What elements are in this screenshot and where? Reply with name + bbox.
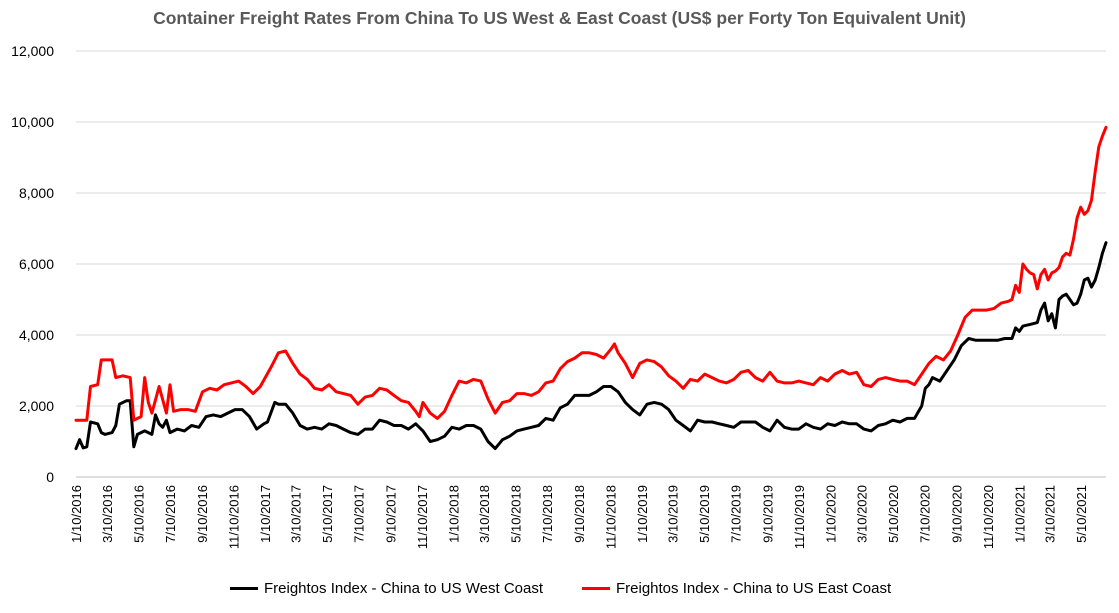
legend-swatch-west-coast [230,587,258,590]
legend-label-west-coast: Freightos Index - China to US West Coast [264,580,544,597]
x-tick-label: 7/10/2018 [540,485,555,543]
x-tick-label: 3/10/2021 [1043,485,1058,543]
chart-title: Container Freight Rates From China To US… [153,8,966,28]
x-tick-label: 9/10/2016 [195,485,210,543]
x-tick-label: 5/10/2021 [1074,485,1089,543]
y-tick-label: 10,000 [11,114,54,130]
x-tick-label: 7/10/2020 [917,485,932,543]
x-tick-label: 5/10/2020 [886,485,901,543]
y-tick-label: 2,000 [19,398,54,414]
y-tick-label: 0 [46,469,54,485]
x-tick-label: 1/10/2018 [446,485,461,543]
y-tick-label: 4,000 [19,327,54,343]
x-tick-label: 3/10/2020 [854,485,869,543]
series-lines [74,125,1108,451]
x-tick-label: 9/10/2020 [949,485,964,543]
x-axis-tick-labels: 1/10/2016 3/10/2016 5/10/2016 7/10/2016 9/10… [69,485,1089,549]
legend-label-east-coast: Freightos Index - China to US East Coast [616,580,892,597]
x-tick-label: 1/10/2017 [258,485,273,543]
x-tick-label: 11/10/2020 [981,485,996,549]
x-tick-label: 3/10/2019 [665,485,680,543]
x-tick-label: 7/10/2016 [163,485,178,543]
y-tick-label: 6,000 [19,256,54,272]
x-tick-label: 9/10/2018 [572,485,587,543]
x-tick-label: 1/10/2020 [823,485,838,543]
x-tick-label: 5/10/2018 [508,485,523,543]
x-tick-label: 11/10/2017 [415,485,430,549]
series-line-east-coast [74,125,1108,422]
x-tick-label: 1/10/2021 [1012,485,1027,543]
x-tick-label: 1/10/2019 [635,485,650,543]
x-tick-label: 3/10/2016 [100,485,115,543]
gridlines [76,50,1106,478]
x-tick-label: 9/10/2019 [760,485,775,543]
x-tick-label: 3/10/2018 [477,485,492,543]
x-tick-label: 1/10/2016 [69,485,84,543]
series-line-west-coast [74,241,1108,451]
legend-swatch-east-coast [582,587,610,590]
x-tick-label: 11/10/2019 [792,485,807,549]
x-tick-label: 11/10/2018 [603,485,618,549]
x-tick-label: 7/10/2019 [728,485,743,543]
x-tick-label: 3/10/2017 [288,485,303,543]
x-tick-label: 9/10/2017 [383,485,398,543]
legend-item-west-coast: Freightos Index - China to US West Coast [230,580,543,597]
x-tick-label: 11/10/2016 [226,485,241,549]
x-tick-label: 5/10/2016 [131,485,146,543]
y-tick-label: 8,000 [19,185,54,201]
y-axis-tick-labels: 0 2,000 4,000 6,000 8,000 10,000 12,000 [11,43,54,485]
x-tick-label: 5/10/2017 [320,485,335,543]
x-tick-label: 7/10/2017 [351,485,366,543]
y-tick-label: 12,000 [11,43,54,59]
legend-item-east-coast: Freightos Index - China to US East Coast [582,580,891,597]
x-tick-label: 5/10/2019 [697,485,712,543]
